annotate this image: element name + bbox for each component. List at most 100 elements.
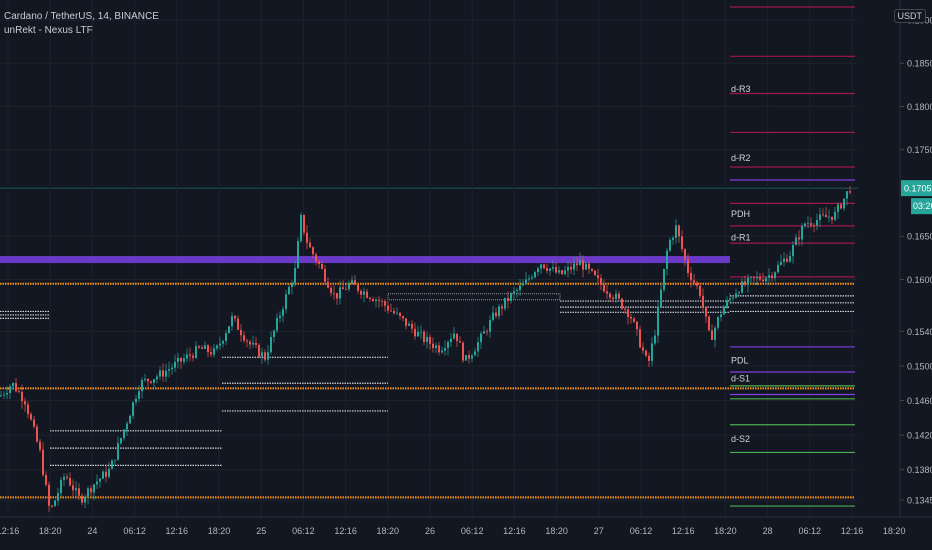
candle-body	[495, 312, 497, 317]
candle-body	[231, 315, 233, 327]
candle-body	[627, 309, 629, 317]
candle-body	[117, 443, 119, 460]
candle-body	[606, 291, 608, 294]
candle-body	[474, 351, 476, 356]
candle-body	[222, 340, 224, 344]
candle-body	[27, 404, 29, 415]
price-tick-label: 0.16500	[907, 232, 932, 242]
candle-body	[411, 323, 413, 329]
price-tick-label: 0.13800	[907, 465, 932, 475]
candle-body	[600, 278, 602, 285]
candle-body	[444, 348, 446, 351]
candle-body	[150, 381, 152, 383]
currency-selector[interactable]: USDT	[893, 9, 926, 23]
candle-body	[72, 485, 74, 491]
candle-body	[123, 429, 125, 439]
candle-body	[285, 294, 287, 310]
candle-body	[840, 204, 842, 209]
symbol-title[interactable]: Cardano / TetherUS, 14, BINANCE	[4, 11, 159, 22]
candle-body	[186, 354, 188, 359]
candle-body	[366, 291, 368, 298]
candle-body	[522, 283, 524, 286]
candle-body	[6, 393, 8, 395]
candle-body	[135, 398, 137, 403]
candle-body	[507, 297, 509, 301]
candle-body	[255, 342, 257, 345]
candle-body	[780, 261, 782, 265]
candle-body	[534, 272, 536, 278]
candle-body	[774, 272, 776, 279]
candle-body	[510, 293, 512, 301]
candle-body	[237, 318, 239, 330]
candle-body	[348, 283, 350, 290]
candle-body	[735, 293, 737, 298]
candle-body	[669, 239, 671, 251]
candle-body	[141, 379, 143, 392]
candle-body	[363, 291, 365, 295]
candle-body	[711, 330, 713, 340]
candle-body	[9, 386, 11, 394]
candle-body	[333, 292, 335, 294]
candle-body	[567, 266, 569, 271]
candle-body	[642, 347, 644, 351]
candle-body	[405, 318, 407, 326]
candle-body	[543, 264, 545, 269]
price-axis[interactable]: 0.13450 0.13800 0.14200 0.14600 0.15000 0.154…	[858, 0, 932, 550]
current-price-label: 0.17056	[904, 184, 932, 194]
candle-body	[18, 391, 20, 393]
candle-body	[603, 284, 605, 292]
candle-body	[564, 270, 566, 275]
candle-body	[384, 301, 386, 306]
time-tick-label: 18:20	[883, 526, 906, 536]
candle-body	[144, 378, 146, 380]
candle-body	[651, 343, 653, 361]
time-tick-label: 18:20	[208, 526, 231, 536]
candle-body	[33, 419, 35, 427]
candle-body	[546, 268, 548, 271]
candle-body	[159, 370, 161, 377]
time-axis[interactable]: 12:16 18:20 24 06:12 12:16 18:20 25 06:12 12:16 1…	[0, 516, 932, 536]
candle-body	[342, 287, 344, 290]
candle-body	[513, 291, 515, 294]
time-tick-label: 12:16	[503, 526, 526, 536]
candle-body	[30, 414, 32, 420]
candle-body	[360, 291, 362, 295]
time-tick-label: 18:20	[714, 526, 737, 536]
candle-body	[195, 346, 197, 358]
candle-body	[111, 460, 113, 469]
candle-body	[417, 331, 419, 337]
time-tick-label: 12:16	[672, 526, 695, 536]
time-tick-label: 28	[763, 526, 773, 536]
candle-body	[279, 315, 281, 318]
candle-body	[126, 423, 128, 430]
candle-body	[618, 293, 620, 299]
candle-body	[591, 268, 593, 271]
candle-body	[180, 357, 182, 362]
candle-body	[765, 277, 767, 282]
candle-body	[288, 286, 290, 295]
candle-body	[816, 220, 818, 226]
candle-body	[552, 267, 554, 269]
candle-body	[582, 260, 584, 270]
indicator-title[interactable]: unRekt - Nexus LTF	[4, 25, 93, 36]
candle-body	[330, 287, 332, 293]
candle-body	[486, 331, 488, 333]
candle-body	[84, 497, 86, 503]
candle-body	[621, 298, 623, 309]
candle-body	[843, 198, 845, 209]
candle-body	[390, 310, 392, 312]
candle-body	[297, 241, 299, 269]
candle-body	[189, 354, 191, 356]
candle-body	[21, 391, 23, 402]
candle-body	[798, 237, 800, 240]
candle-body	[192, 355, 194, 358]
candle-body	[240, 329, 242, 336]
candle-body	[204, 345, 206, 349]
candle-body	[336, 292, 338, 299]
time-tick-label: 12:16	[334, 526, 357, 536]
candle-body	[747, 277, 749, 285]
candle-body	[648, 355, 650, 361]
candle-body	[702, 295, 704, 308]
candle-body	[147, 378, 149, 382]
